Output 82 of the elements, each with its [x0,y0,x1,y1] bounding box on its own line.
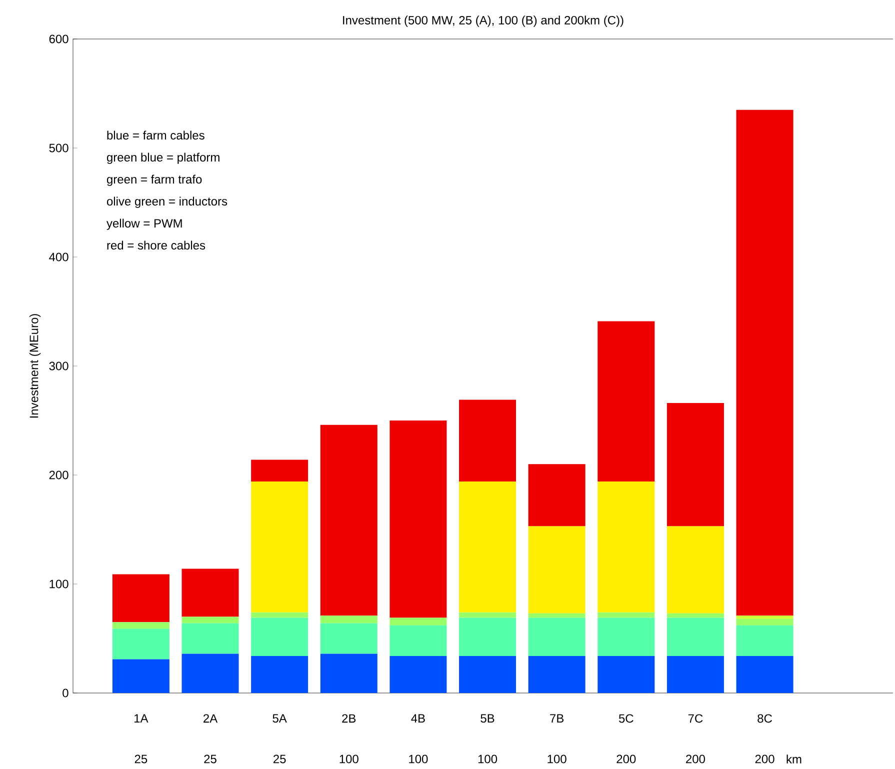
text: 100 [548,754,566,764]
chart-title: Investment (500 MW, 25 (A), 100 (B) and 200km (C)) [343,16,624,27]
bar [390,656,447,693]
annotation: green = farm trafo [106,174,202,186]
y-axis-title: Investment (MEuro) [29,314,41,418]
bar [182,654,239,693]
bar [528,656,586,693]
bar [598,618,655,656]
x-tick-label: 8C [758,714,772,723]
bar [390,618,447,626]
bar [112,622,170,629]
bar [666,618,724,656]
bar [736,625,794,656]
y-tick-label: 600 [49,34,68,44]
bar [459,400,516,482]
bar [666,656,724,693]
bar [112,628,170,660]
text: 25 [204,754,216,764]
annotation: yellow = PWM [106,218,182,230]
bar [598,612,655,618]
x-tick-label: 4B [411,714,425,722]
bar [598,482,655,612]
bar [251,618,308,656]
bar [736,110,794,616]
x-axis-title: km [786,754,802,764]
y-tick-label: 100 [50,580,68,588]
bar [320,616,378,624]
bar [666,613,724,618]
bar [390,625,447,656]
bar [182,623,239,654]
bar [320,623,378,654]
text: 100 [478,754,498,764]
annotation: green blue = platform [106,152,220,164]
y-tick-label: 500 [49,144,68,152]
bar [390,420,447,618]
bar [736,656,794,693]
x-tick-label: 7C [688,714,703,723]
x-tick-label: 7B [550,714,564,722]
bar [598,321,655,482]
annotation: olive green = inductors [106,196,228,208]
bar [528,613,586,618]
y-tick-label: 200 [49,470,68,480]
bar [666,403,724,526]
text: 200 [616,754,636,764]
x-tick-label: 2B [342,714,356,723]
text: 100 [340,754,358,764]
bar [251,656,308,693]
bar [598,656,655,693]
bar [459,482,516,612]
bar [528,618,586,656]
bar [320,424,378,616]
annotation: blue = farm cables [107,130,204,140]
y-tick-label: 300 [49,362,68,370]
x-tick-label: 2A [204,714,218,723]
bar [182,568,239,617]
bar [112,659,170,693]
text: 25 [134,754,148,764]
text: 25 [273,754,286,764]
bar [112,574,170,622]
x-tick-label: 5A [272,714,287,723]
text: 200 [686,754,705,764]
bar [251,612,308,618]
text: 100 [409,754,428,764]
bar [459,612,516,618]
bar [666,526,724,614]
annotation: red = shore cables [107,240,206,250]
bar [320,654,378,693]
bar [251,460,308,482]
bar [459,656,516,693]
bar [251,482,308,612]
x-tick-label: 5C [618,714,634,723]
bar [459,618,516,656]
bar [736,616,794,619]
x-tick-label: 5B [480,714,494,723]
text: 200 [755,754,774,764]
y-tick-label: 0 [62,688,68,698]
x-tick-label: 1A [134,714,148,722]
bar [736,618,794,626]
y-tick-label: 400 [49,252,68,262]
bar [528,464,586,526]
bar [528,526,586,614]
bar [182,616,239,624]
